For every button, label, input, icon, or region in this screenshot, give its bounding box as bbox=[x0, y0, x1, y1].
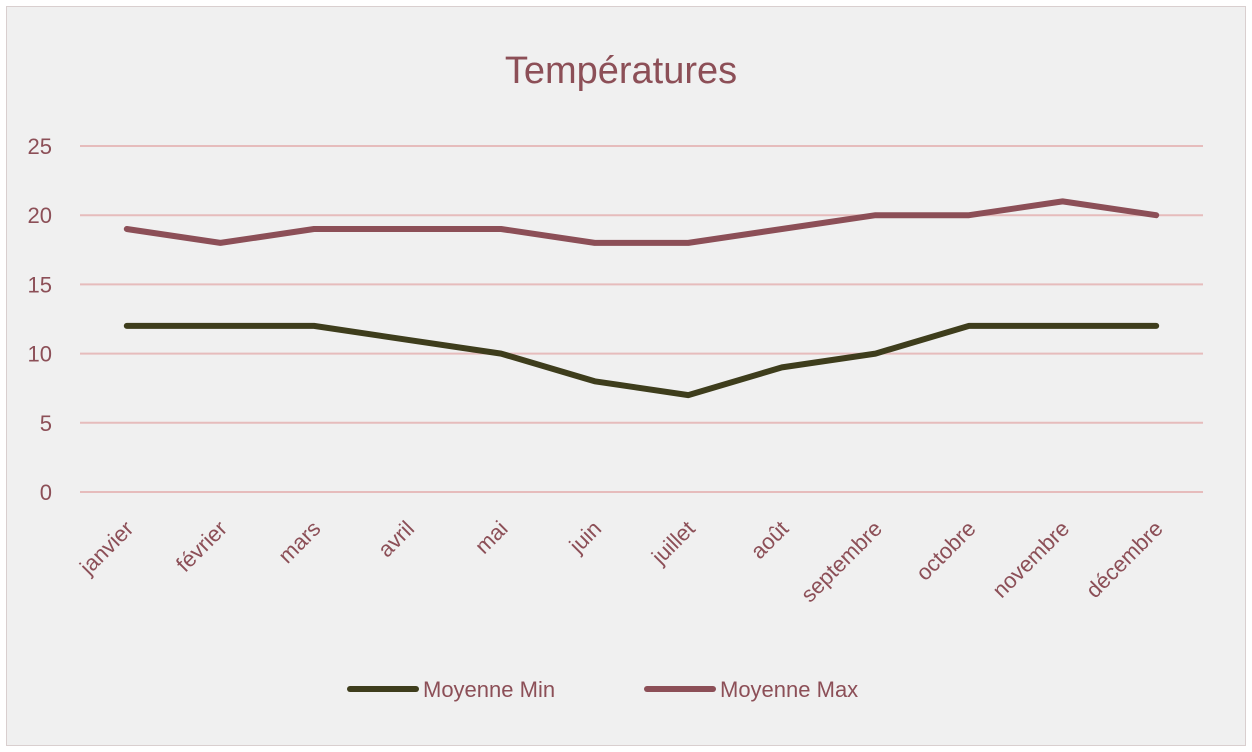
x-tick-label: mars bbox=[273, 516, 325, 568]
chart-title: Températures bbox=[505, 50, 737, 92]
x-tick-label: novembre bbox=[987, 516, 1074, 603]
y-tick-label: 20 bbox=[28, 203, 52, 228]
series-lines bbox=[123, 198, 1160, 399]
y-tick-label: 10 bbox=[28, 342, 52, 367]
x-tick-label: octobre bbox=[911, 516, 981, 586]
x-tick-label: janvier bbox=[74, 516, 138, 580]
x-tick-label: mai bbox=[470, 516, 513, 559]
x-tick-label: février bbox=[171, 516, 232, 577]
legend-label: Moyenne Max bbox=[720, 677, 858, 702]
x-tick-label: décembre bbox=[1081, 516, 1168, 603]
x-tick-label: juillet bbox=[646, 516, 700, 570]
y-tick-label: 5 bbox=[40, 411, 52, 436]
x-tick-label: juin bbox=[564, 516, 607, 559]
y-tick-label: 15 bbox=[28, 272, 52, 297]
gridlines bbox=[80, 145, 1203, 493]
y-tick-label: 0 bbox=[40, 480, 52, 505]
y-tick-label: 25 bbox=[28, 134, 52, 159]
x-tick-label: avril bbox=[373, 516, 419, 562]
legend: Moyenne Min Moyenne Max bbox=[347, 677, 858, 702]
series-line-min bbox=[123, 322, 1160, 399]
x-tick-label: août bbox=[745, 516, 793, 564]
y-axis-ticks: 0 5 10 15 20 25 bbox=[28, 134, 52, 505]
legend-label: Moyenne Min bbox=[423, 677, 555, 702]
x-axis-ticks: janvier février mars avril mai juin juillet aoû… bbox=[74, 516, 1168, 607]
series-line-max bbox=[123, 198, 1160, 246]
x-tick-label: septembre bbox=[796, 516, 887, 607]
chart-frame bbox=[6, 6, 1246, 746]
